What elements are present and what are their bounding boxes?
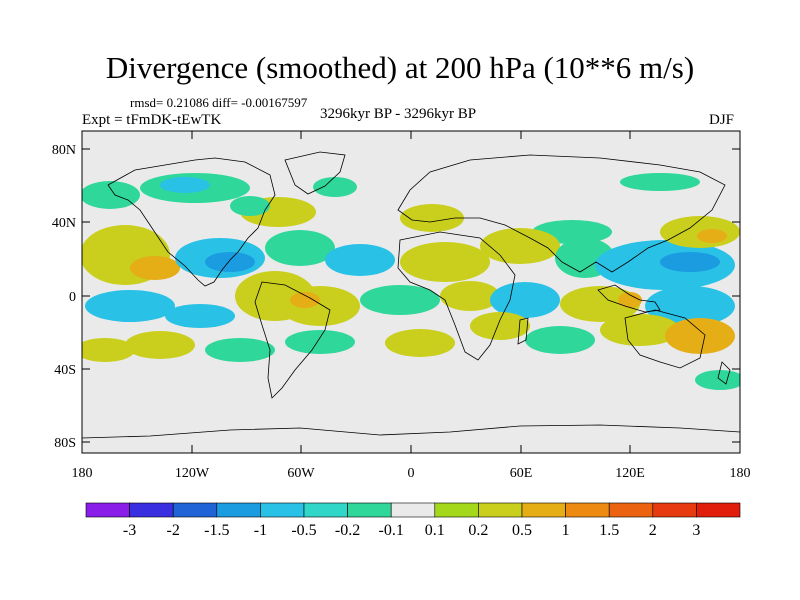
- colorbar-label: 3: [692, 522, 700, 539]
- field-blob: [660, 252, 720, 272]
- colorbar-swatch: [129, 502, 174, 518]
- field-blob: [665, 318, 735, 354]
- y-tick-label: 40S: [54, 363, 76, 378]
- colorbar-swatch: [390, 502, 436, 518]
- field-blob: [125, 331, 195, 359]
- antarctica-coast: [82, 424, 740, 439]
- field-blob: [645, 286, 735, 326]
- chart-title: Divergence (smoothed) at 200 hPa (10**6 …: [105, 50, 695, 85]
- new-zealand-coast: [717, 361, 731, 385]
- y-tick-label: 80S: [54, 436, 76, 451]
- field-blob: [160, 177, 210, 193]
- colorbar-label: 1.5: [599, 522, 619, 539]
- field-blob: [360, 285, 440, 315]
- field-blob: [285, 330, 355, 354]
- colorbar-label: -1: [254, 522, 267, 539]
- colorbar-swatch: [303, 502, 348, 518]
- field-blob: [525, 326, 595, 354]
- field-blob: [440, 281, 500, 311]
- field-blob: [130, 256, 180, 280]
- experiment-label: Expt = tFmDK-tEwTK: [82, 112, 222, 128]
- field-blob: [313, 177, 357, 197]
- north-america-coast: [107, 157, 276, 287]
- colorbar-label: -0.1: [379, 522, 404, 539]
- colorbar-swatch: [216, 502, 261, 518]
- field-blob: [470, 312, 530, 340]
- x-tick-label: 60E: [510, 466, 533, 481]
- colorbar-label: 2: [649, 522, 657, 539]
- colorbar-labels: -3 -2 -1.5 -1 -0.5 -0.2 -0.1 0.1 0.2 0.5 1 1.5 2 3: [123, 522, 700, 539]
- y-tick-label: 0: [69, 290, 76, 305]
- colorbar-label: 1: [562, 522, 570, 539]
- x-tick-label: 60W: [287, 466, 315, 481]
- field-blob: [165, 304, 235, 328]
- field-blob: [385, 329, 455, 357]
- colorbar-swatch: [347, 502, 392, 518]
- field-blob: [82, 181, 140, 209]
- colorbar-swatch: [608, 502, 654, 518]
- colorbar-swatch: [260, 502, 305, 518]
- field-blob: [280, 286, 360, 326]
- greenland-coast: [284, 151, 346, 195]
- africa-coast: [397, 231, 516, 361]
- field-blob: [480, 228, 560, 264]
- eurasia-coast: [397, 154, 726, 273]
- field-blob: [205, 338, 275, 362]
- field-blob: [230, 196, 270, 216]
- period-label: 3296kyr BP - 3296kyr BP: [320, 106, 477, 122]
- colorbar-swatch: [652, 502, 697, 518]
- field-blob: [85, 290, 175, 322]
- field-blob: [695, 370, 740, 390]
- y-axis-labels: 80N 40N 0 40S 80S: [52, 143, 76, 451]
- field-blob: [618, 292, 642, 308]
- field-blob: [205, 252, 255, 272]
- field-blob: [265, 230, 335, 266]
- field-blob: [290, 292, 320, 308]
- season-label: DJF: [709, 112, 735, 128]
- colorbar-label: 0.5: [512, 522, 532, 539]
- coastlines: [82, 151, 740, 439]
- divergence-field: [82, 173, 740, 390]
- colorbar-swatch: [521, 502, 566, 518]
- colorbar-label: -2: [167, 522, 180, 539]
- field-blob: [600, 314, 680, 346]
- stats-label: rmsd= 0.21086 diff= -0.00167597: [130, 95, 308, 110]
- field-blob: [325, 244, 395, 276]
- colorbar-label: -0.5: [291, 522, 316, 539]
- colorbar: [85, 502, 741, 518]
- y-axis-ticks: [82, 148, 740, 443]
- x-tick-label: 120E: [615, 466, 645, 481]
- colorbar-label: -0.2: [335, 522, 360, 539]
- y-tick-label: 40N: [52, 216, 76, 231]
- colorbar-swatch: [434, 502, 479, 518]
- x-tick-label: 180: [730, 466, 751, 481]
- field-blob: [490, 282, 560, 318]
- colorbar-swatch: [172, 502, 218, 518]
- madagascar-coast: [517, 317, 529, 345]
- y-tick-label: 80N: [52, 143, 76, 158]
- x-tick-label: 0: [408, 466, 415, 481]
- colorbar-swatch: [85, 502, 130, 518]
- field-blob: [697, 229, 727, 243]
- field-blob: [560, 286, 640, 322]
- colorbar-label: 0.1: [425, 522, 445, 539]
- field-blob: [400, 242, 490, 282]
- x-axis-labels: 180 120W 60W 0 60E 120E 180: [72, 466, 751, 481]
- colorbar-label: -1.5: [204, 522, 229, 539]
- x-axis-ticks: [81, 131, 741, 453]
- australia-coast: [624, 309, 706, 369]
- field-blob: [82, 338, 135, 362]
- field-blob: [400, 204, 464, 232]
- x-tick-label: 180: [72, 466, 93, 481]
- colorbar-label: 0.2: [468, 522, 488, 539]
- maritime-continent-coast: [597, 284, 661, 313]
- colorbar-label: -3: [123, 522, 136, 539]
- south-america-coast: [254, 281, 331, 399]
- field-blob: [620, 173, 700, 191]
- x-tick-label: 120W: [175, 466, 210, 481]
- colorbar-swatch: [565, 502, 610, 518]
- colorbar-swatch: [696, 502, 741, 518]
- colorbar-swatch: [478, 502, 523, 518]
